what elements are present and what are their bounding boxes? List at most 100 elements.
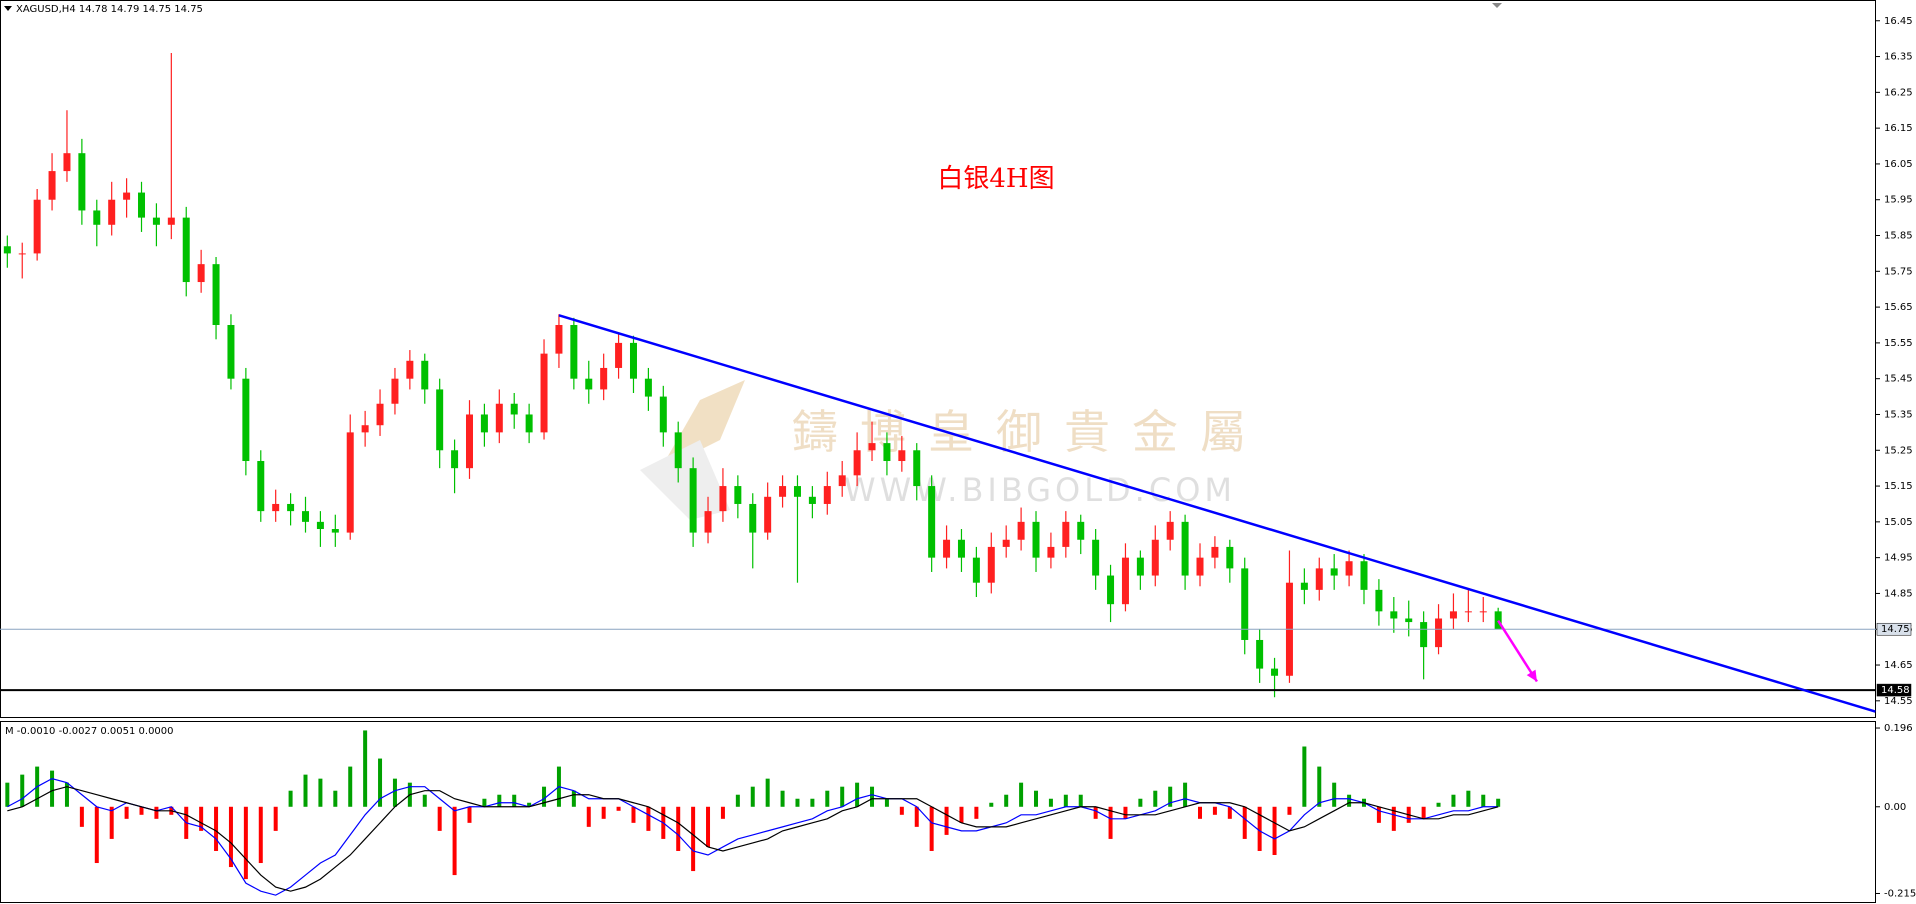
watermark-text: 鑄博皇御貴金屬 xyxy=(792,405,1268,459)
histogram-bar xyxy=(1391,806,1396,831)
histogram-bar xyxy=(1272,806,1277,855)
histogram-bar xyxy=(422,794,427,807)
candle-body xyxy=(1166,521,1174,540)
histogram-bar xyxy=(631,806,636,823)
y-tick-label: 16.05 xyxy=(1884,159,1913,170)
histogram-bar xyxy=(333,790,338,807)
histogram-bar xyxy=(1302,746,1307,807)
forecast-arrow-head xyxy=(1526,669,1537,682)
candle-body xyxy=(585,378,593,390)
candle-body xyxy=(779,486,787,497)
candle-body xyxy=(302,511,309,522)
candle-body xyxy=(704,511,712,533)
candle-body xyxy=(421,360,429,390)
histogram-bar xyxy=(1093,806,1098,819)
y-tick-label: 15.45 xyxy=(1884,374,1913,385)
candle-body xyxy=(943,539,951,558)
candle-body xyxy=(1464,611,1472,613)
histogram-bar xyxy=(735,794,740,807)
candle-body xyxy=(1121,557,1129,605)
histogram-bar xyxy=(109,806,114,839)
y-tick-label: -0.2158 xyxy=(1884,888,1916,899)
y-tick-label: 15.35 xyxy=(1884,409,1913,420)
histogram-bar xyxy=(1496,798,1501,807)
candle-body xyxy=(793,486,801,497)
histogram-bar xyxy=(288,790,293,807)
candle-body xyxy=(361,425,369,433)
histogram-bar xyxy=(5,782,10,807)
candle-body xyxy=(1226,546,1234,569)
candle-body xyxy=(898,450,906,462)
indicator-line xyxy=(7,778,1499,896)
histogram-bar xyxy=(1257,806,1262,851)
histogram-bar xyxy=(1019,782,1024,807)
histogram-bar xyxy=(318,778,323,807)
y-tick-label: 15.95 xyxy=(1884,195,1913,206)
histogram-bar xyxy=(959,806,964,823)
candle-body xyxy=(1420,622,1428,648)
candle-body xyxy=(1151,539,1159,576)
candle-body xyxy=(451,450,459,469)
histogram-bar xyxy=(914,806,919,827)
histogram-bar xyxy=(452,806,457,876)
candle-body xyxy=(138,192,146,218)
candle-body xyxy=(1136,557,1144,576)
y-tick-label: 15.85 xyxy=(1884,231,1913,242)
candle-body xyxy=(957,539,965,558)
histogram-bar xyxy=(1451,794,1456,807)
histogram-bar xyxy=(1481,794,1486,807)
histogram-bar xyxy=(1168,786,1173,807)
candle-body xyxy=(1330,568,1338,576)
candle-body xyxy=(510,403,518,415)
histogram-bar xyxy=(1317,766,1322,807)
histogram-bar xyxy=(1108,806,1113,839)
candle-body xyxy=(465,414,473,469)
histogram-bar xyxy=(616,806,621,811)
candle-body xyxy=(480,414,488,433)
histogram-bar xyxy=(1466,790,1471,807)
histogram-bar xyxy=(50,770,55,807)
candle-body xyxy=(838,475,846,487)
candle-body xyxy=(1435,618,1443,648)
candle-body xyxy=(1196,557,1204,576)
candle-body xyxy=(615,342,623,368)
y-tick-label: 15.75 xyxy=(1884,266,1913,277)
histogram-bar xyxy=(765,778,770,807)
candle-body xyxy=(1002,539,1010,547)
candle-body xyxy=(659,396,667,433)
histogram-bar xyxy=(1421,806,1426,819)
histogram-bar xyxy=(154,806,159,819)
candle-body xyxy=(600,367,608,390)
histogram-bar xyxy=(273,806,278,831)
histogram-bar xyxy=(214,806,219,851)
histogram-bar xyxy=(94,806,99,864)
histogram-bar xyxy=(676,806,681,851)
candle-body xyxy=(78,153,86,211)
histogram-bar xyxy=(437,806,442,831)
candle-body xyxy=(212,264,220,325)
candle-body xyxy=(197,264,205,283)
candle-body xyxy=(346,432,354,533)
candle-body xyxy=(48,171,56,200)
candle-body xyxy=(257,461,265,512)
candle-body xyxy=(108,199,116,225)
watermark-url: WWW.BIBGOLD.COM xyxy=(844,471,1236,509)
histogram-bar xyxy=(348,766,353,807)
candle-body xyxy=(808,496,816,504)
price-pane xyxy=(0,0,1876,718)
histogram-bar xyxy=(1212,806,1217,815)
y-tick-label: 14.85 xyxy=(1884,588,1913,599)
candle-body xyxy=(734,486,742,504)
candle-body xyxy=(868,443,876,451)
candle-body xyxy=(1300,582,1308,590)
histogram-bar xyxy=(512,794,517,807)
y-tick-label: 16.15 xyxy=(1884,123,1913,134)
histogram-bar xyxy=(243,806,248,880)
candle-body xyxy=(1211,546,1219,558)
candle-body xyxy=(63,153,71,172)
candle-body xyxy=(123,192,131,200)
histogram-bar xyxy=(780,790,785,807)
histogram-bar xyxy=(974,806,979,819)
